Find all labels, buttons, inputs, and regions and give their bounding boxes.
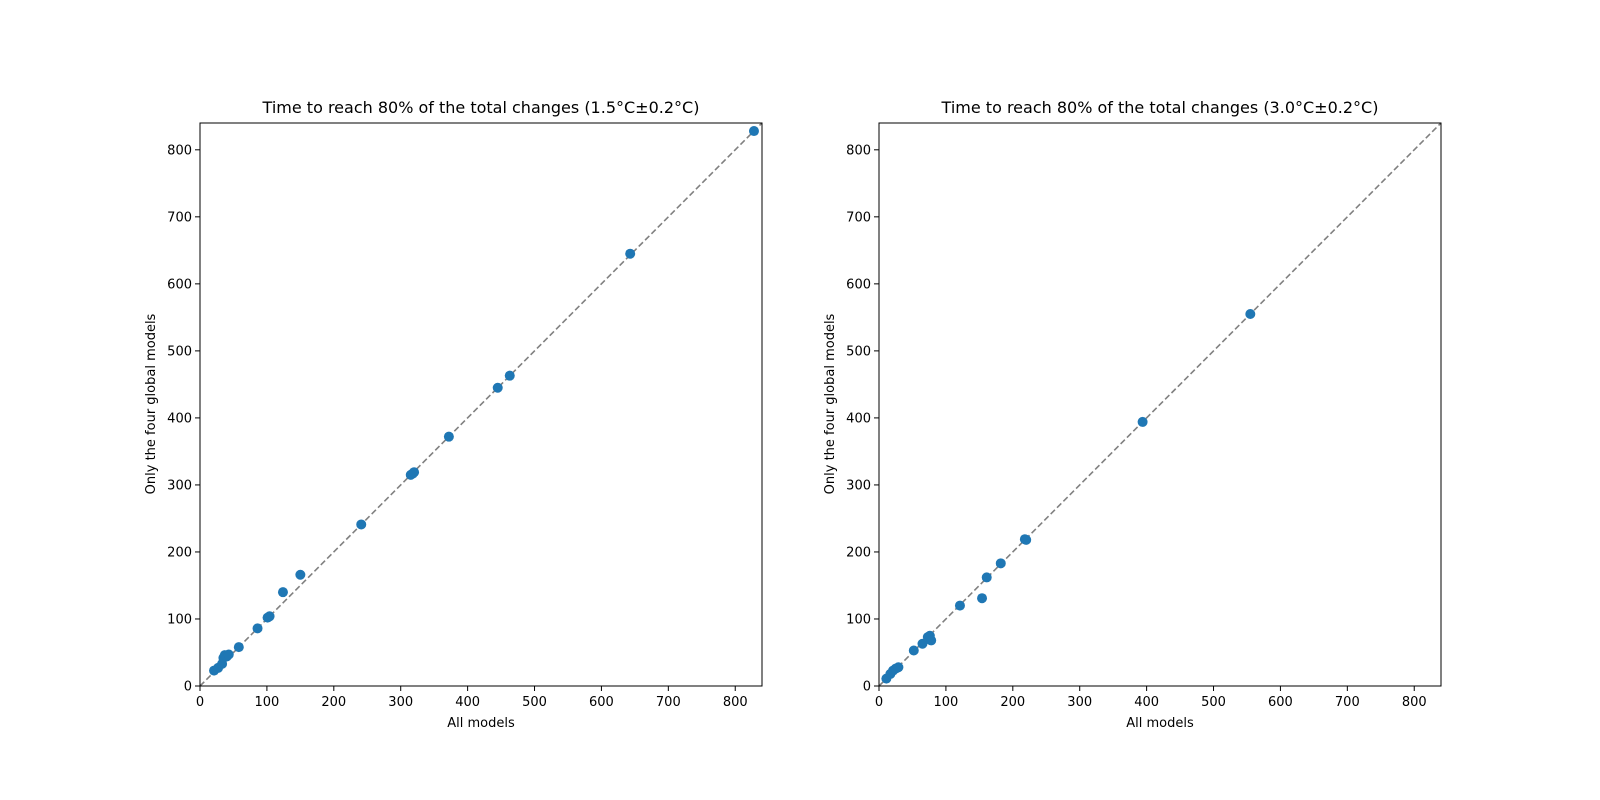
right-x-tick-label: 400 (1134, 695, 1159, 710)
right-data-point (981, 572, 992, 583)
right-chart-title: Time to reach 80% of the total changes (… (941, 98, 1379, 117)
left-x-tick-label: 800 (723, 695, 748, 710)
left-scatter-panel: Time to reach 80% of the total changes (… (144, 98, 763, 731)
left-plot-frame (199, 122, 763, 687)
right-y-tick-label: 300 (846, 478, 871, 493)
left-y-tick-label: 500 (167, 344, 192, 359)
right-x-axis-ticks: 0 100 200 300 400 500 600 700 800 (875, 686, 1427, 710)
right-data-point (926, 635, 937, 646)
left-data-point (223, 649, 234, 660)
left-data-point (409, 467, 420, 478)
left-x-tick-label: 400 (455, 695, 480, 710)
right-data-point (954, 600, 965, 611)
right-y-tick-label: 700 (846, 210, 871, 225)
left-chart-title: Time to reach 80% of the total changes (… (262, 98, 700, 117)
left-x-tick-label: 300 (388, 695, 413, 710)
left-data-point (295, 569, 306, 580)
left-data-point (492, 382, 503, 393)
left-x-axis-label: All models (447, 716, 515, 731)
left-data-point (233, 642, 244, 653)
left-data-point (356, 519, 367, 530)
right-x-tick-label: 100 (933, 695, 958, 710)
right-data-point (893, 662, 904, 673)
right-data-points (881, 309, 1256, 684)
left-y-axis-label: Only the four global models (144, 313, 159, 494)
left-y-tick-label: 700 (167, 210, 192, 225)
right-data-point (1245, 309, 1256, 320)
left-data-point (748, 126, 759, 137)
right-scatter-panel: Time to reach 80% of the total changes (… (823, 98, 1442, 731)
right-data-point (908, 645, 919, 656)
left-x-axis-ticks: 0 100 200 300 400 500 600 700 800 (196, 686, 748, 710)
left-x-tick-label: 200 (321, 695, 346, 710)
left-y-tick-label: 0 (184, 680, 192, 695)
right-x-tick-label: 500 (1201, 695, 1226, 710)
left-data-point (277, 587, 288, 598)
left-y-tick-label: 300 (167, 478, 192, 493)
left-identity-line (199, 122, 763, 687)
right-y-tick-label: 800 (846, 143, 871, 158)
right-identity-line (878, 122, 1442, 687)
left-data-point (443, 431, 454, 442)
right-y-tick-label: 500 (846, 344, 871, 359)
left-x-tick-label: 700 (656, 695, 681, 710)
right-y-axis-ticks: 0 100 200 300 400 500 600 700 800 (846, 143, 879, 695)
right-y-tick-label: 400 (846, 411, 871, 426)
right-plot-frame (878, 122, 1442, 687)
right-x-tick-label: 800 (1402, 695, 1427, 710)
right-x-tick-label: 700 (1335, 695, 1360, 710)
left-y-axis-ticks: 0 100 200 300 400 500 600 700 800 (167, 143, 200, 695)
right-data-point (995, 558, 1006, 569)
right-y-tick-label: 100 (846, 612, 871, 627)
right-identity-dashed-line (878, 122, 1442, 687)
left-data-point (504, 370, 515, 381)
right-data-point (977, 593, 988, 604)
right-y-tick-label: 200 (846, 545, 871, 560)
left-data-point (252, 623, 263, 634)
right-data-point (1021, 534, 1032, 545)
left-y-tick-label: 400 (167, 411, 192, 426)
left-data-point (625, 248, 636, 259)
right-x-tick-label: 600 (1268, 695, 1293, 710)
left-x-tick-label: 100 (254, 695, 279, 710)
left-y-tick-label: 100 (167, 612, 192, 627)
left-x-tick-label: 0 (196, 695, 204, 710)
right-x-tick-label: 200 (1000, 695, 1025, 710)
right-y-tick-label: 600 (846, 277, 871, 292)
left-identity-dashed-line (199, 122, 763, 687)
right-x-tick-label: 300 (1067, 695, 1092, 710)
left-y-tick-label: 200 (167, 545, 192, 560)
right-y-tick-label: 0 (863, 680, 871, 695)
left-x-tick-label: 500 (522, 695, 547, 710)
left-data-point (264, 611, 275, 622)
right-data-point (1137, 416, 1148, 427)
right-data-point (917, 638, 928, 649)
left-x-tick-label: 600 (589, 695, 614, 710)
left-y-tick-label: 600 (167, 277, 192, 292)
left-y-tick-label: 800 (167, 143, 192, 158)
left-data-points (209, 126, 759, 676)
right-x-axis-label: All models (1126, 716, 1194, 731)
right-x-tick-label: 0 (875, 695, 883, 710)
right-y-axis-label: Only the four global models (823, 313, 838, 494)
